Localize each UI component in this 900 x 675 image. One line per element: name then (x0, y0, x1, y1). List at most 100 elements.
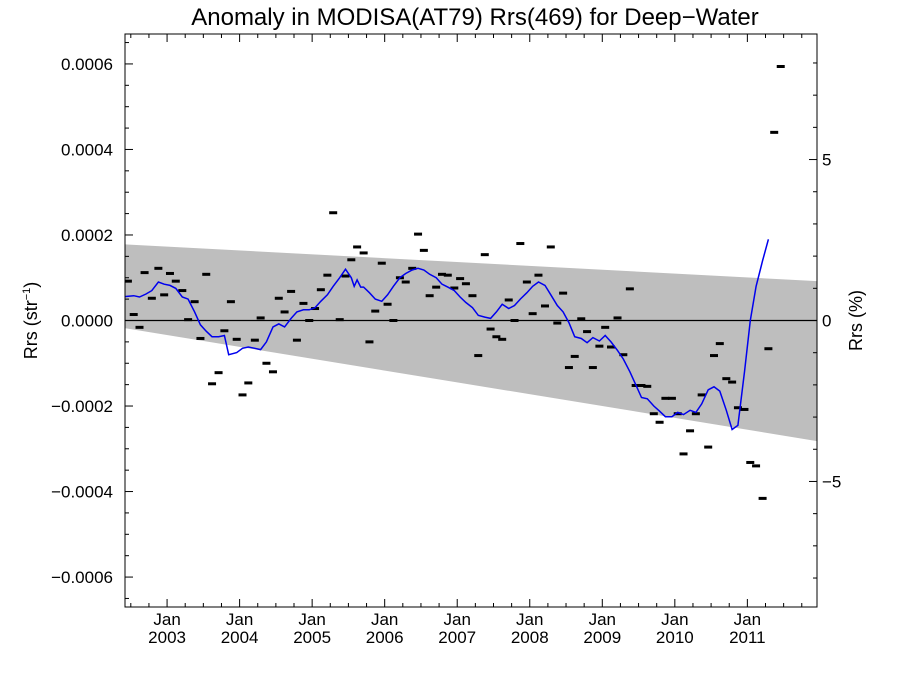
data-point (202, 272, 211, 276)
data-point (353, 245, 362, 249)
data-point (262, 361, 271, 365)
y-left-tick-label: 0.0004 (61, 140, 113, 159)
data-point (287, 289, 296, 293)
data-point (595, 344, 604, 348)
data-point (577, 317, 586, 321)
data-point (408, 266, 417, 270)
data-point (135, 325, 144, 329)
x-tick-month: Jan (734, 610, 761, 629)
data-point (208, 382, 217, 386)
y-right-axis-label: Rrs (%) (846, 290, 866, 351)
data-point (274, 296, 283, 300)
data-point (606, 345, 615, 349)
uncertainty-band (125, 244, 817, 442)
data-point (305, 319, 314, 322)
y-left-axis-label-sup: −1 (21, 288, 33, 301)
data-point (456, 277, 465, 281)
data-point (649, 412, 658, 416)
data-point (492, 335, 501, 339)
x-tick-year: 2003 (148, 628, 186, 647)
data-point (516, 242, 525, 246)
running-mean-line (125, 239, 770, 431)
data-point (570, 354, 579, 358)
data-point (414, 232, 423, 236)
data-point (371, 309, 380, 313)
x-tick-year: 2004 (221, 628, 259, 647)
data-point (709, 354, 718, 358)
data-point (510, 319, 519, 322)
data-point (335, 318, 344, 322)
data-point (601, 325, 610, 329)
x-tick-year: 2005 (293, 628, 331, 647)
data-point (528, 312, 537, 316)
data-point (280, 310, 289, 314)
data-point (564, 366, 573, 370)
data-point (613, 316, 622, 320)
data-point (238, 393, 247, 397)
y-right-tick-label: 5 (822, 151, 831, 170)
x-tick-year: 2011 (729, 628, 766, 647)
data-point (323, 273, 332, 277)
data-point (365, 340, 374, 344)
data-point (450, 286, 459, 290)
plot-area (125, 64, 817, 500)
data-point (299, 301, 308, 305)
x-tick-month: Jan (298, 610, 325, 629)
data-point (534, 273, 543, 277)
data-point (432, 285, 441, 289)
x-tick-month: Jan (444, 610, 471, 629)
y-left-tick-label: 0.0000 (61, 312, 113, 331)
data-point (498, 337, 507, 341)
data-point (704, 445, 713, 449)
axes: 0.0006 0.0004 0.0002 0.0000 −0.0002 −0.0004 −0… (21, 34, 866, 647)
data-point (697, 393, 706, 397)
data-point (722, 377, 731, 381)
data-point (165, 271, 174, 275)
data-point (686, 429, 695, 433)
y-left-axis-label-close: ) (21, 282, 41, 288)
data-point (214, 371, 223, 375)
data-point (625, 287, 634, 291)
data-point (758, 496, 767, 500)
x-tick-year: 2010 (656, 628, 694, 647)
data-point (746, 460, 755, 464)
x-tick-year: 2009 (583, 628, 621, 647)
data-point (437, 272, 446, 276)
data-point (546, 245, 555, 249)
data-point (733, 406, 742, 410)
data-point (425, 294, 434, 298)
data-point (461, 282, 470, 286)
data-point (553, 321, 562, 325)
data-point (256, 316, 265, 320)
data-point (401, 280, 410, 284)
data-point (643, 384, 652, 388)
data-point (226, 300, 235, 304)
data-point (504, 298, 513, 302)
data-point (559, 291, 568, 295)
data-point (232, 337, 241, 341)
data-point (383, 302, 392, 306)
data-point (147, 296, 156, 300)
data-point (474, 354, 483, 358)
x-tick-month: Jan (371, 610, 398, 629)
data-point (764, 347, 773, 351)
x-tick-month: Jan (153, 610, 180, 629)
data-point (341, 274, 350, 278)
x-tick-month: Jan (589, 610, 616, 629)
data-point (752, 464, 761, 468)
data-point (250, 338, 259, 342)
data-point (160, 293, 169, 297)
data-point (154, 266, 163, 270)
data-point (140, 271, 149, 275)
x-tick-month: Jan (226, 610, 253, 629)
data-point (740, 407, 749, 411)
chart-title: Anomaly in MODISA(AT79) Rrs(469) for Dee… (191, 4, 759, 31)
x-tick-year: 2008 (511, 628, 549, 647)
data-point (667, 396, 676, 400)
data-point (244, 381, 253, 385)
data-point (480, 253, 489, 257)
y-left-tick-label: −0.0006 (51, 568, 113, 587)
data-point (329, 211, 338, 215)
data-point (673, 412, 682, 416)
